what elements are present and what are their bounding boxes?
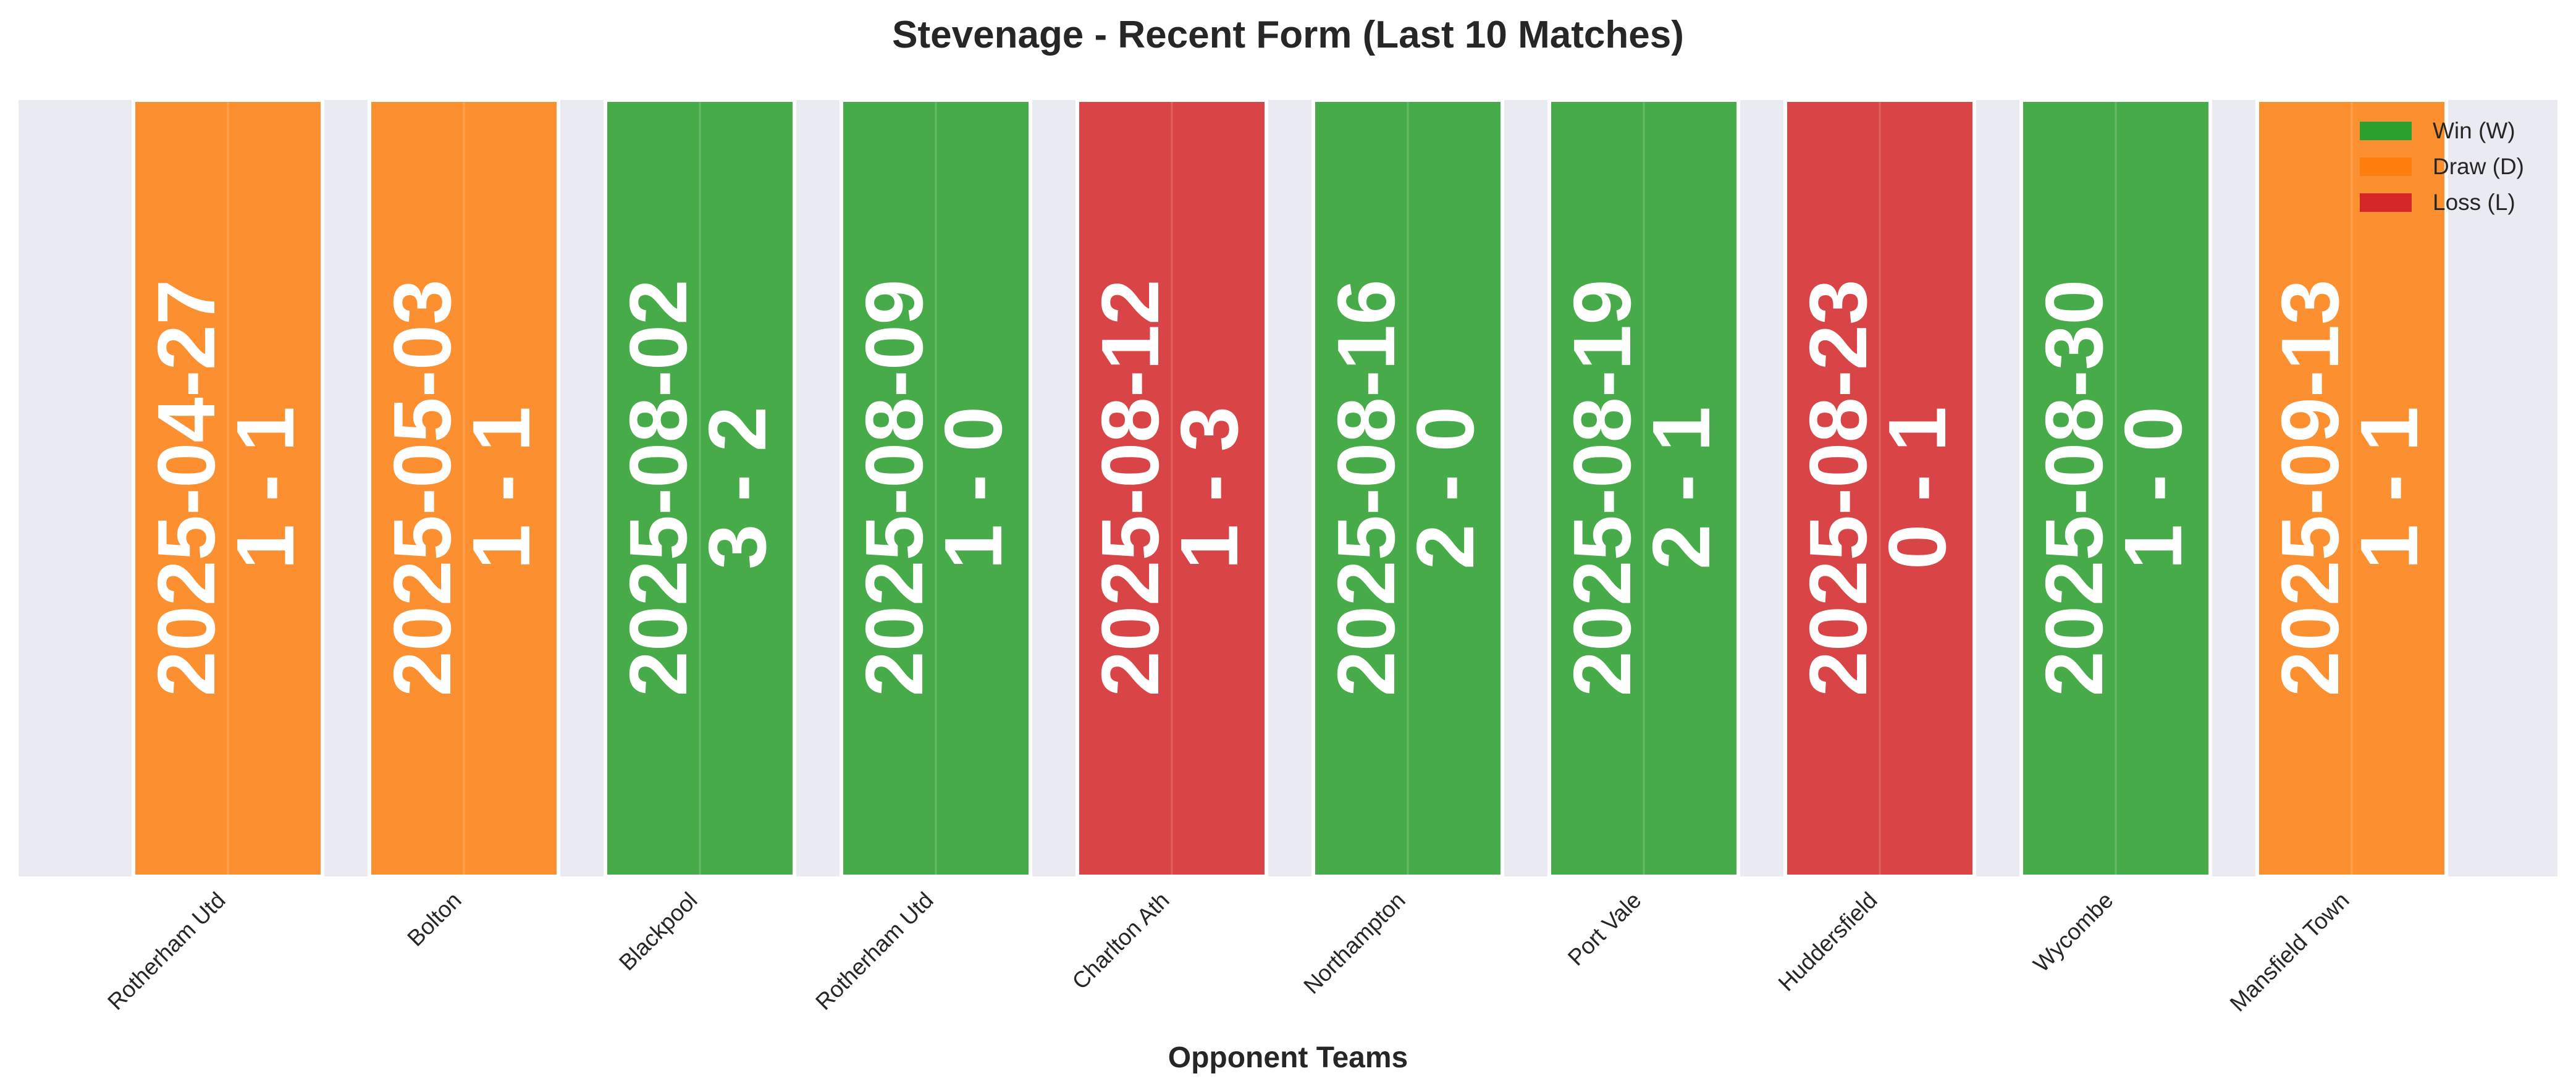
bar-label: 2025-08-162 - 0 [1321, 279, 1491, 696]
legend-swatch [2360, 158, 2412, 176]
bar [1547, 98, 1740, 878]
x-tick-label: Mansfield Town [2225, 888, 2354, 1017]
bar-label-score: 2 - 0 [1400, 406, 1491, 569]
bar-label-date: 2025-08-16 [1321, 279, 1412, 696]
x-tick-labels: Rotherham Utd Bolton Blackpool Rotherham Ut… [103, 888, 2354, 1017]
bar-label-date: 2025-08-19 [1557, 279, 1648, 696]
x-tick-label: Huddersfield [1774, 888, 1882, 996]
x-axis-label: Opponent Teams [1168, 1041, 1408, 1074]
bar-labels: 2025-04-271 - 1 2025-05-031 - 1 2025-08-02… [141, 279, 2435, 696]
bars [132, 98, 2448, 878]
bar-label: 2025-08-301 - 0 [2029, 279, 2199, 696]
bar-label-date: 2025-09-13 [2265, 279, 2355, 696]
bar [1075, 98, 1268, 878]
bar [1311, 98, 1504, 878]
x-tick-label: Charlton Ath [1067, 888, 1174, 994]
bar-label-score: 3 - 2 [692, 406, 783, 569]
bar-label: 2025-08-023 - 2 [613, 279, 783, 696]
legend-swatch [2360, 122, 2412, 140]
bar [604, 98, 796, 878]
bar-label-date: 2025-08-02 [613, 279, 704, 696]
legend-swatch [2360, 193, 2412, 212]
bar-label-date: 2025-08-09 [849, 279, 940, 696]
chart-title: Stevenage - Recent Form (Last 10 Matches… [892, 14, 1684, 56]
bar-label: 2025-08-121 - 3 [1085, 279, 1255, 696]
bar-label-date: 2025-08-23 [1793, 279, 1884, 696]
x-tick-label: Bolton [402, 888, 466, 951]
legend: Win (W) Draw (D) Loss (L) [2360, 118, 2524, 215]
bar-label-score: 1 - 1 [2344, 406, 2435, 569]
x-tick-label: Blackpool [614, 888, 702, 975]
bar-label: 2025-04-271 - 1 [141, 279, 311, 696]
bar [368, 98, 560, 878]
bar-label-score: 2 - 1 [1636, 406, 1727, 569]
legend-label: Loss (L) [2433, 190, 2515, 215]
bar-label: 2025-09-131 - 1 [2265, 279, 2435, 696]
bar [2019, 98, 2212, 878]
x-tick-label: Northampton [1299, 888, 1410, 999]
bar-label-score: 1 - 1 [456, 406, 547, 569]
bar-label: 2025-05-031 - 1 [377, 279, 547, 696]
bar-label-score: 1 - 3 [1164, 406, 1255, 569]
x-tick-label: Rotherham Utd [810, 888, 938, 1015]
legend-label: Draw (D) [2433, 154, 2524, 179]
bar-label-date: 2025-08-12 [1085, 279, 1176, 696]
legend-label: Win (W) [2433, 118, 2515, 143]
bar-label-score: 1 - 1 [220, 406, 311, 569]
bar-label-score: 1 - 0 [2108, 406, 2199, 569]
bar-label-score: 0 - 1 [1872, 406, 1963, 569]
bar [2255, 98, 2448, 878]
x-tick-label: Wycombe [2029, 888, 2118, 977]
bar-label-date: 2025-04-27 [141, 279, 232, 696]
bar [840, 98, 1032, 878]
x-tick-label: Port Vale [1563, 888, 1646, 971]
bar-label-date: 2025-05-03 [377, 279, 468, 696]
bar-label-score: 1 - 0 [928, 406, 1019, 569]
x-tick-label: Rotherham Utd [103, 888, 230, 1015]
bar [1783, 98, 1976, 878]
bar [132, 98, 324, 878]
bar-label: 2025-08-230 - 1 [1793, 279, 1963, 696]
bar-label: 2025-08-192 - 1 [1557, 279, 1727, 696]
bar-label-date: 2025-08-30 [2029, 279, 2119, 696]
bar-label: 2025-08-091 - 0 [849, 279, 1019, 696]
